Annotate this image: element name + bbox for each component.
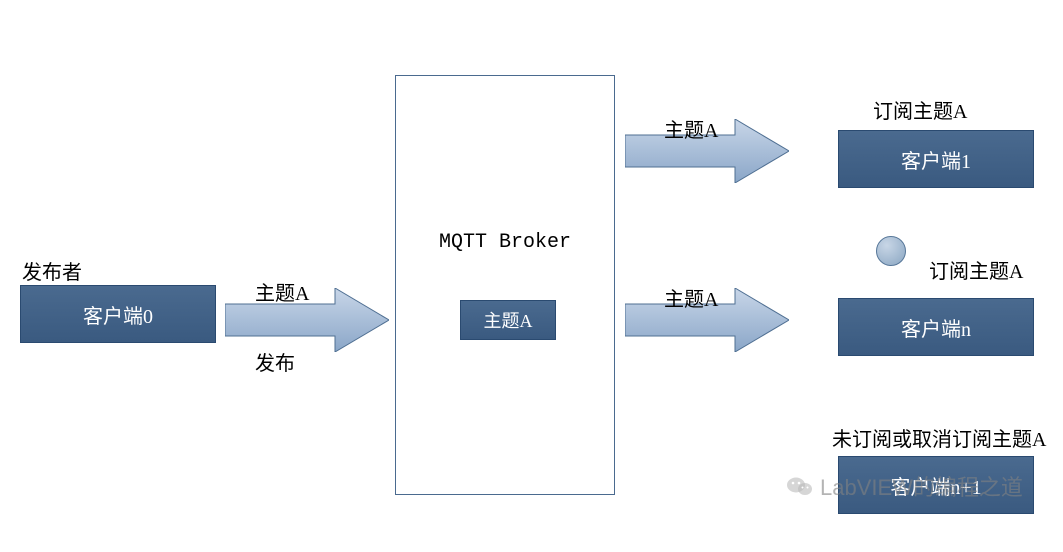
label-topic-out2: 主题A: [664, 283, 718, 312]
watermark: LabVIEW的编程之道: [786, 470, 1023, 502]
node-client0-text: 客户端0: [83, 300, 153, 329]
node-clientn-text: 客户端n: [901, 313, 971, 342]
label-topic-publish: 主题A: [255, 277, 309, 306]
label-nosub: 未订阅或取消订阅主题A: [832, 423, 1046, 452]
watermark-text: LabVIEW的编程之道: [820, 470, 1023, 502]
node-clientn: 客户端n: [838, 298, 1034, 356]
node-client1-text: 客户端1: [901, 145, 971, 174]
node-broker-topic-text: 主题A: [484, 307, 533, 333]
node-broker: MQTT Broker: [395, 75, 615, 495]
node-client0: 客户端0: [20, 285, 216, 343]
node-broker-topic: 主题A: [460, 300, 556, 340]
label-sub1: 订阅主题A: [873, 95, 967, 124]
label-sub2: 订阅主题A: [929, 255, 1023, 284]
node-client1: 客户端1: [838, 130, 1034, 188]
circle-decor: [876, 236, 906, 266]
label-publisher: 发布者: [22, 256, 82, 285]
wechat-icon: [786, 474, 814, 498]
label-topic-out1: 主题A: [664, 114, 718, 143]
label-publish: 发布: [255, 347, 295, 376]
broker-title: MQTT Broker: [439, 231, 571, 254]
